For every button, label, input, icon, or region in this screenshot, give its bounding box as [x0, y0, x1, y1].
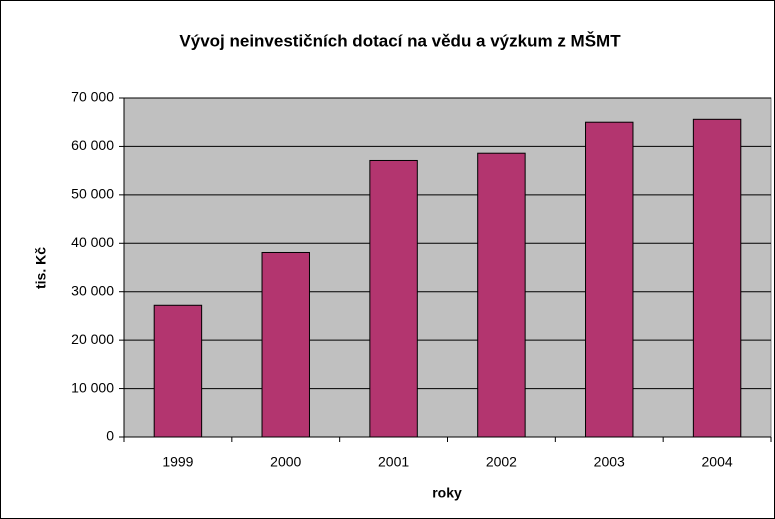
bar	[369, 159, 418, 438]
bar	[585, 121, 634, 438]
y-tick-label: 70 000	[71, 89, 114, 105]
chart-title: Vývoj neinvestičních dotací na vědu a vý…	[179, 31, 621, 50]
x-axis-label: roky	[432, 485, 462, 501]
x-tick-label: 2001	[378, 454, 409, 470]
y-axis-label: tis. Kč	[33, 247, 49, 289]
y-tick-label: 30 000	[71, 282, 114, 298]
x-tick-label: 2000	[270, 454, 301, 470]
y-tick-label: 20 000	[71, 331, 114, 347]
x-tick-label: 2002	[486, 454, 517, 470]
x-tick-label: 2004	[702, 454, 733, 470]
x-tick-label: 1999	[162, 454, 193, 470]
y-tick-label: 40 000	[71, 234, 114, 250]
y-tick-label: 0	[106, 428, 114, 444]
bar	[153, 304, 203, 438]
y-tick-label: 50 000	[71, 186, 114, 202]
y-tick-label: 10 000	[71, 379, 114, 395]
bar	[261, 251, 310, 438]
bar	[692, 118, 742, 438]
y-tick-label: 60 000	[71, 137, 114, 153]
plot-area	[123, 97, 772, 438]
x-tick-label: 2003	[594, 454, 625, 470]
bar	[477, 152, 526, 438]
